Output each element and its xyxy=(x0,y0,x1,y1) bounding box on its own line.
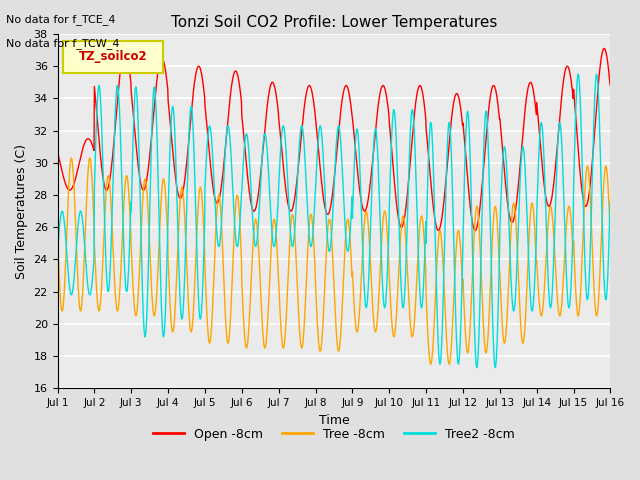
Open -8cm xyxy=(177,195,184,201)
Tree -8cm xyxy=(606,228,614,234)
Tree -8cm xyxy=(163,227,171,232)
Tree2 -8cm xyxy=(163,257,171,263)
Tree -8cm xyxy=(420,231,428,237)
Tree -8cm xyxy=(239,298,246,303)
Open -8cm xyxy=(541,187,548,193)
X-axis label: Time: Time xyxy=(319,414,349,427)
Open -8cm xyxy=(163,79,171,84)
FancyBboxPatch shape xyxy=(63,41,163,73)
Line: Open -8cm: Open -8cm xyxy=(58,48,610,230)
Line: Tree -8cm: Tree -8cm xyxy=(58,158,610,364)
Legend: Open -8cm, Tree -8cm, Tree2 -8cm: Open -8cm, Tree -8cm, Tree2 -8cm xyxy=(148,423,520,446)
Tree -8cm xyxy=(177,190,184,195)
Open -8cm xyxy=(435,228,442,233)
Title: Tonzi Soil CO2 Profile: Lower Temperatures: Tonzi Soil CO2 Profile: Lower Temperatur… xyxy=(171,15,497,30)
Tree2 -8cm xyxy=(574,72,582,77)
Tree -8cm xyxy=(493,209,500,215)
Tree2 -8cm xyxy=(606,199,614,204)
Text: TZ_soilco2: TZ_soilco2 xyxy=(79,50,147,63)
Text: No data for f_TCW_4: No data for f_TCW_4 xyxy=(6,38,120,49)
Open -8cm xyxy=(606,82,614,88)
Tree2 -8cm xyxy=(492,360,500,366)
Tree -8cm xyxy=(54,232,61,238)
Open -8cm xyxy=(420,96,428,101)
Tree -8cm xyxy=(427,361,435,367)
Tree2 -8cm xyxy=(54,250,61,256)
Open -8cm xyxy=(600,46,608,51)
Open -8cm xyxy=(238,117,246,122)
Line: Tree2 -8cm: Tree2 -8cm xyxy=(58,74,610,367)
Tree2 -8cm xyxy=(420,285,428,290)
Y-axis label: Soil Temperatures (C): Soil Temperatures (C) xyxy=(15,144,28,278)
Tree -8cm xyxy=(541,272,549,278)
Tree2 -8cm xyxy=(541,177,548,182)
Open -8cm xyxy=(492,89,500,95)
Open -8cm xyxy=(54,149,61,155)
Tree -8cm xyxy=(67,155,75,161)
Text: No data for f_TCE_4: No data for f_TCE_4 xyxy=(6,14,116,25)
Tree2 -8cm xyxy=(473,364,481,370)
Tree2 -8cm xyxy=(238,180,246,186)
Tree2 -8cm xyxy=(177,302,184,308)
